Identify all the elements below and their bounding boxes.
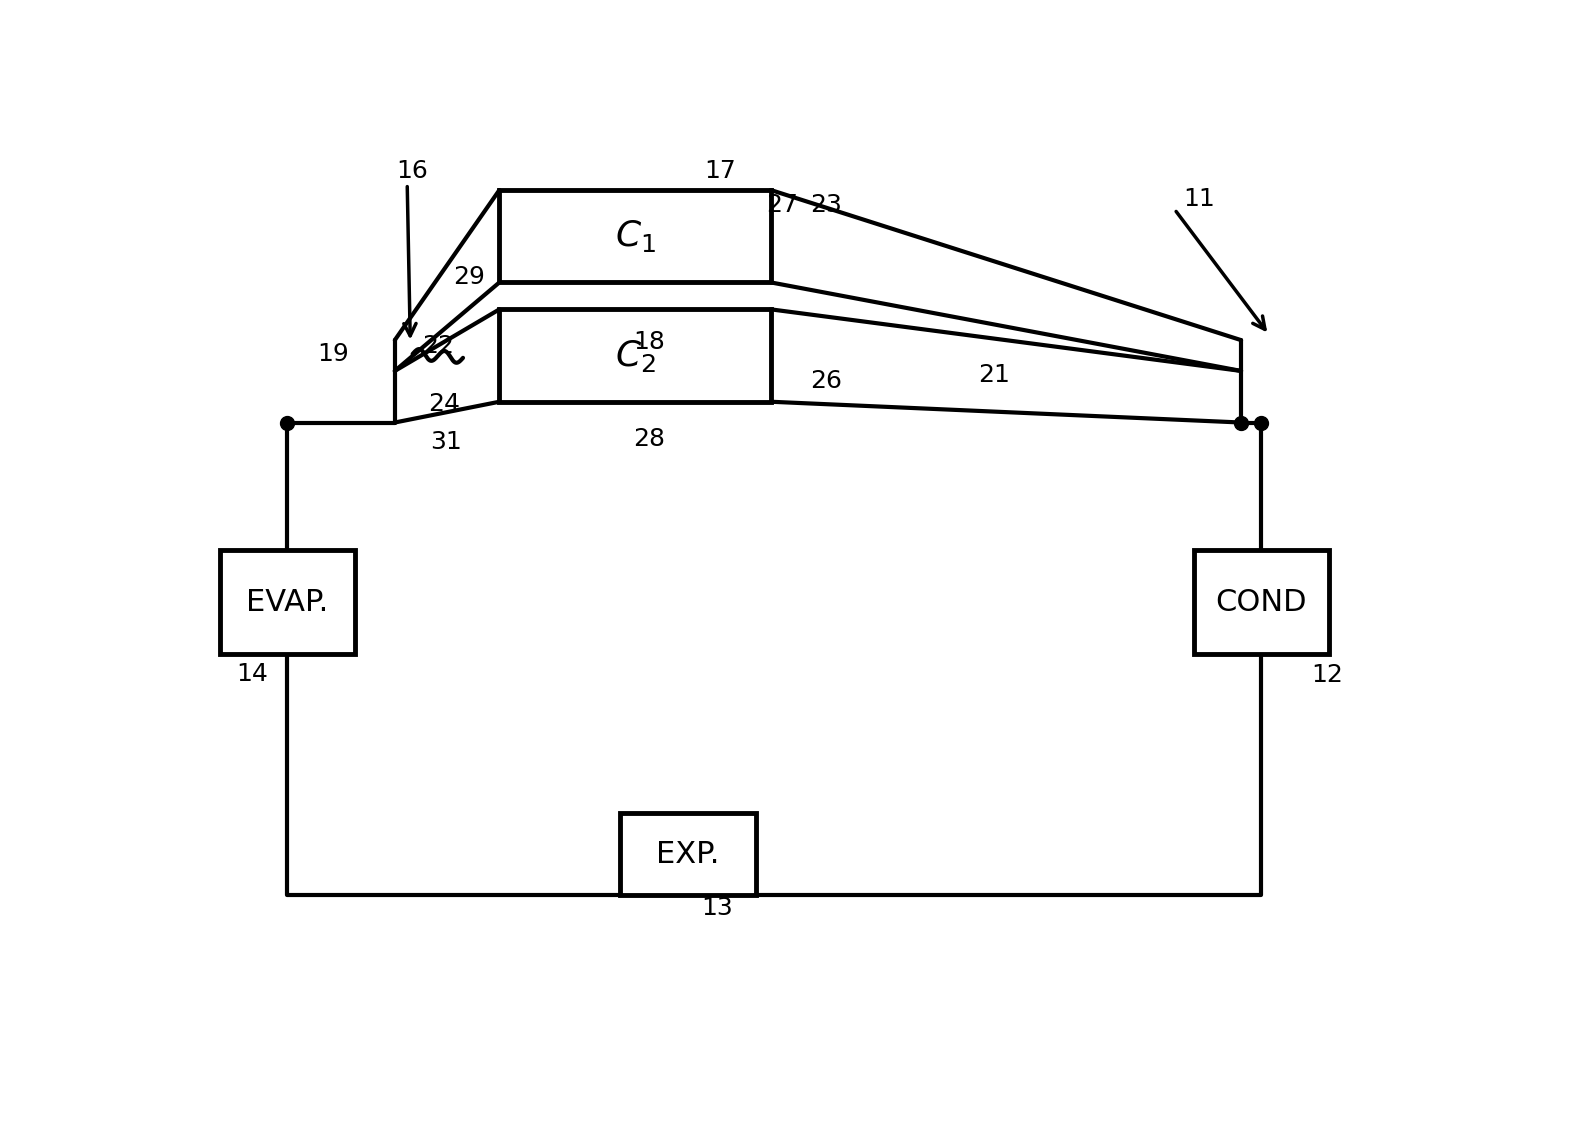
Bar xyxy=(500,310,771,401)
Text: 29: 29 xyxy=(453,265,485,289)
Text: 28: 28 xyxy=(634,426,666,450)
Text: EVAP.: EVAP. xyxy=(246,589,329,617)
Text: 17: 17 xyxy=(704,159,736,183)
Text: 21: 21 xyxy=(978,363,1010,387)
Text: 23: 23 xyxy=(809,194,841,218)
Text: 14: 14 xyxy=(236,661,268,686)
Text: 26: 26 xyxy=(809,369,841,393)
Text: 31: 31 xyxy=(429,430,461,454)
Bar xyxy=(621,813,757,896)
Text: 13: 13 xyxy=(701,896,733,920)
Text: 16: 16 xyxy=(397,159,429,183)
Text: 11: 11 xyxy=(1183,187,1215,211)
Text: $C_2$: $C_2$ xyxy=(614,338,656,373)
Text: 12: 12 xyxy=(1312,663,1344,687)
Text: 22: 22 xyxy=(423,333,455,357)
Text: 18: 18 xyxy=(634,330,666,355)
Text: $C_1$: $C_1$ xyxy=(614,218,656,254)
Text: 27: 27 xyxy=(766,194,798,218)
Text: 19: 19 xyxy=(318,342,350,366)
Text: 24: 24 xyxy=(428,392,460,416)
Bar xyxy=(500,191,771,282)
Text: COND: COND xyxy=(1216,589,1307,617)
Bar xyxy=(220,550,356,654)
Bar xyxy=(1194,550,1329,654)
Text: EXP.: EXP. xyxy=(656,840,720,869)
